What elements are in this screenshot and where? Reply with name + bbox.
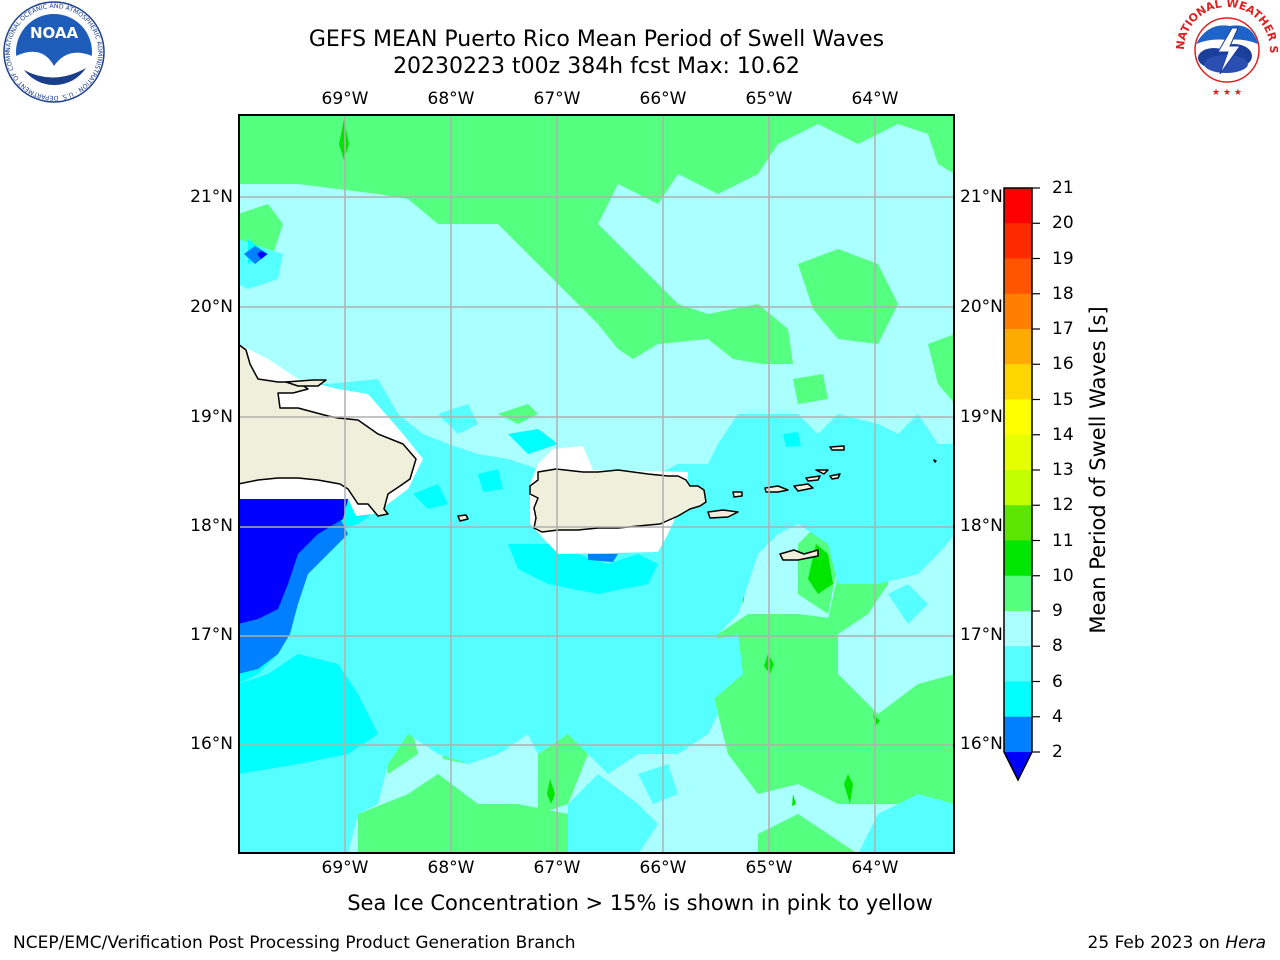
st-croix — [779, 549, 819, 561]
colorbar-band — [1004, 716, 1032, 753]
lon-label-top: 64°W — [851, 89, 899, 109]
colorbar-band — [1004, 293, 1032, 330]
lon-label-top: 66°W — [639, 89, 687, 109]
land — [238, 343, 937, 561]
colorbar-tick-label: 16 — [1052, 354, 1074, 375]
colorbar-tick-label: 14 — [1052, 424, 1074, 445]
field-2-4 — [238, 246, 618, 674]
colorbar-tick-label: 11 — [1052, 530, 1074, 551]
anegada — [829, 473, 841, 480]
lat-label-right: 20°N — [960, 297, 1003, 317]
colorbar-tick-label: 6 — [1052, 671, 1063, 692]
st-thomas — [764, 485, 789, 493]
colorbar-band — [1004, 611, 1032, 647]
noaa-logo: NATIONAL OCEANIC AND ATMOSPHERIC ADMINIS… — [2, 0, 105, 103]
colorbar-tick-label: 10 — [1052, 565, 1074, 586]
mona-island — [457, 514, 469, 522]
lon-label-bottom: 69°W — [321, 858, 369, 878]
swell-period-map — [238, 114, 955, 854]
colorbar-tick-label: 20 — [1052, 213, 1074, 234]
lon-label-top: 67°W — [533, 89, 581, 109]
colorbar-tick-label: 17 — [1052, 319, 1074, 339]
sombrero-island — [829, 445, 845, 451]
lat-label-left: 21°N — [190, 187, 233, 207]
colorbar-tick-label: 13 — [1052, 460, 1074, 480]
colorbar-title: Mean Period of Swell Waves [s] — [1086, 306, 1110, 634]
lon-label-bottom: 64°W — [851, 858, 899, 878]
lat-label-right: 16°N — [960, 734, 1003, 754]
colorbar-tick-label: 19 — [1052, 248, 1074, 269]
virgin-gorda — [815, 469, 829, 475]
lon-label-bottom: 68°W — [427, 858, 475, 878]
lat-label-right: 21°N — [960, 187, 1003, 207]
colorbar-tick-label: 15 — [1052, 389, 1074, 410]
colorbar-band — [1004, 470, 1032, 506]
colorbar-tick-label: 18 — [1052, 283, 1074, 304]
run-date: 25 Feb 2023 on Hera — [1088, 933, 1266, 953]
colorbar-band — [1004, 540, 1032, 577]
noaa-logo-text: NOAA — [30, 24, 79, 42]
colorbar — [1003, 187, 1040, 782]
colorbar-band — [1004, 258, 1032, 295]
map-subtitle: 20230223 t00z 384h fcst Max: 10.62 — [393, 54, 800, 79]
colorbar-band — [1004, 575, 1032, 612]
lat-label-right: 17°N — [960, 625, 1003, 645]
st-john — [793, 483, 814, 492]
map-title: GEFS MEAN Puerto Rico Mean Period of Swe… — [308, 27, 885, 52]
colorbar-band — [1004, 752, 1032, 780]
colorbar-band — [1004, 399, 1032, 436]
lon-label-bottom: 67°W — [533, 858, 581, 878]
colorbar-tick-label: 2 — [1052, 742, 1063, 762]
lon-label-top: 69°W — [321, 89, 369, 109]
svg-text:★ ★ ★: ★ ★ ★ — [1212, 88, 1242, 98]
producer-credit: NCEP/EMC/Verification Post Processing Pr… — [13, 933, 576, 953]
lon-label-bottom: 66°W — [639, 858, 687, 878]
colorbar-band — [1004, 329, 1032, 365]
vieques — [707, 509, 739, 519]
colorbar-tick-label: 8 — [1052, 636, 1063, 657]
colorbar-band — [1004, 364, 1032, 400]
lon-label-top: 68°W — [427, 89, 475, 109]
colorbar-tick-label: 12 — [1052, 495, 1074, 516]
lon-label-top: 65°W — [745, 89, 793, 109]
tortola — [805, 475, 821, 482]
run-date-text: 25 Feb 2023 on — [1087, 933, 1226, 953]
colorbar-tick-label: 9 — [1052, 601, 1063, 621]
lat-label-left: 17°N — [190, 625, 233, 645]
map-frame — [238, 114, 955, 854]
colorbar-band — [1004, 646, 1032, 682]
lat-label-left: 16°N — [190, 734, 233, 754]
lat-label-right: 19°N — [960, 407, 1003, 427]
colorbar-band — [1004, 505, 1032, 541]
lat-label-left: 19°N — [190, 407, 233, 427]
lat-label-left: 18°N — [190, 516, 233, 536]
nws-logo: NATIONAL WEATHER SERVICE ★ ★ ★ — [1174, 0, 1280, 98]
lat-label-right: 18°N — [960, 516, 1003, 536]
colorbar-band — [1004, 223, 1032, 259]
lat-label-left: 20°N — [190, 297, 233, 317]
colorbar-band — [1004, 681, 1032, 718]
colorbar-tick-label: 4 — [1052, 706, 1063, 727]
lon-label-bottom: 65°W — [745, 858, 793, 878]
field-lt2 — [238, 251, 348, 624]
colorbar-band — [1004, 188, 1032, 224]
colorbar-frame — [1003, 187, 1033, 782]
machine-name: Hera — [1225, 933, 1266, 953]
gridlines — [238, 114, 955, 854]
anguilla — [933, 459, 937, 463]
sea-ice-note: Sea Ice Concentration > 15% is shown in … — [347, 891, 933, 915]
colorbar-tick-label: 21 — [1052, 178, 1074, 198]
puerto-rico — [529, 468, 707, 533]
culebra — [732, 491, 743, 498]
colorbar-band — [1004, 434, 1032, 471]
great-inagua-islet — [285, 379, 327, 387]
